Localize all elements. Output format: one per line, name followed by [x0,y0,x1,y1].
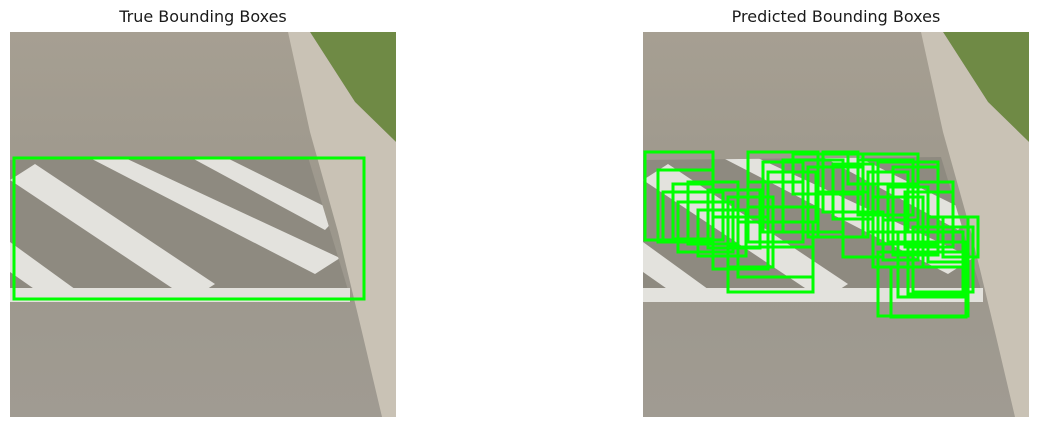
grass-area [310,32,396,142]
predicted-bounding-box [746,180,805,244]
true-boxes-title: True Bounding Boxes [119,7,287,26]
true-boxes-image [10,32,396,417]
predicted-bounding-box [906,240,968,296]
predicted-boxes-image [643,32,1029,417]
curb [288,32,396,417]
predicted-bounding-box [896,230,965,299]
predicted-bounding-box [891,165,940,257]
predicted-bounding-box [846,152,920,186]
predicted-boxes-title: Predicted Bounding Boxes [731,7,941,26]
true-boxes-panel: True Bounding Boxes [10,0,396,427]
grass-area [943,32,1029,142]
predicted-bounding-box [941,215,980,259]
predicted-bounding-box [696,208,748,258]
predicted-bounding-box [676,200,735,254]
predicted-bounding-box [736,220,815,279]
true-bounding-box-group [12,156,366,301]
predicted-bounding-box [881,218,920,262]
curb [921,32,1029,417]
predicted-bounding-boxes [643,150,980,319]
true-bounding-box [12,156,366,301]
diagonal-markings [10,157,340,300]
predicted-boxes-panel: Predicted Bounding Boxes [643,0,1029,427]
